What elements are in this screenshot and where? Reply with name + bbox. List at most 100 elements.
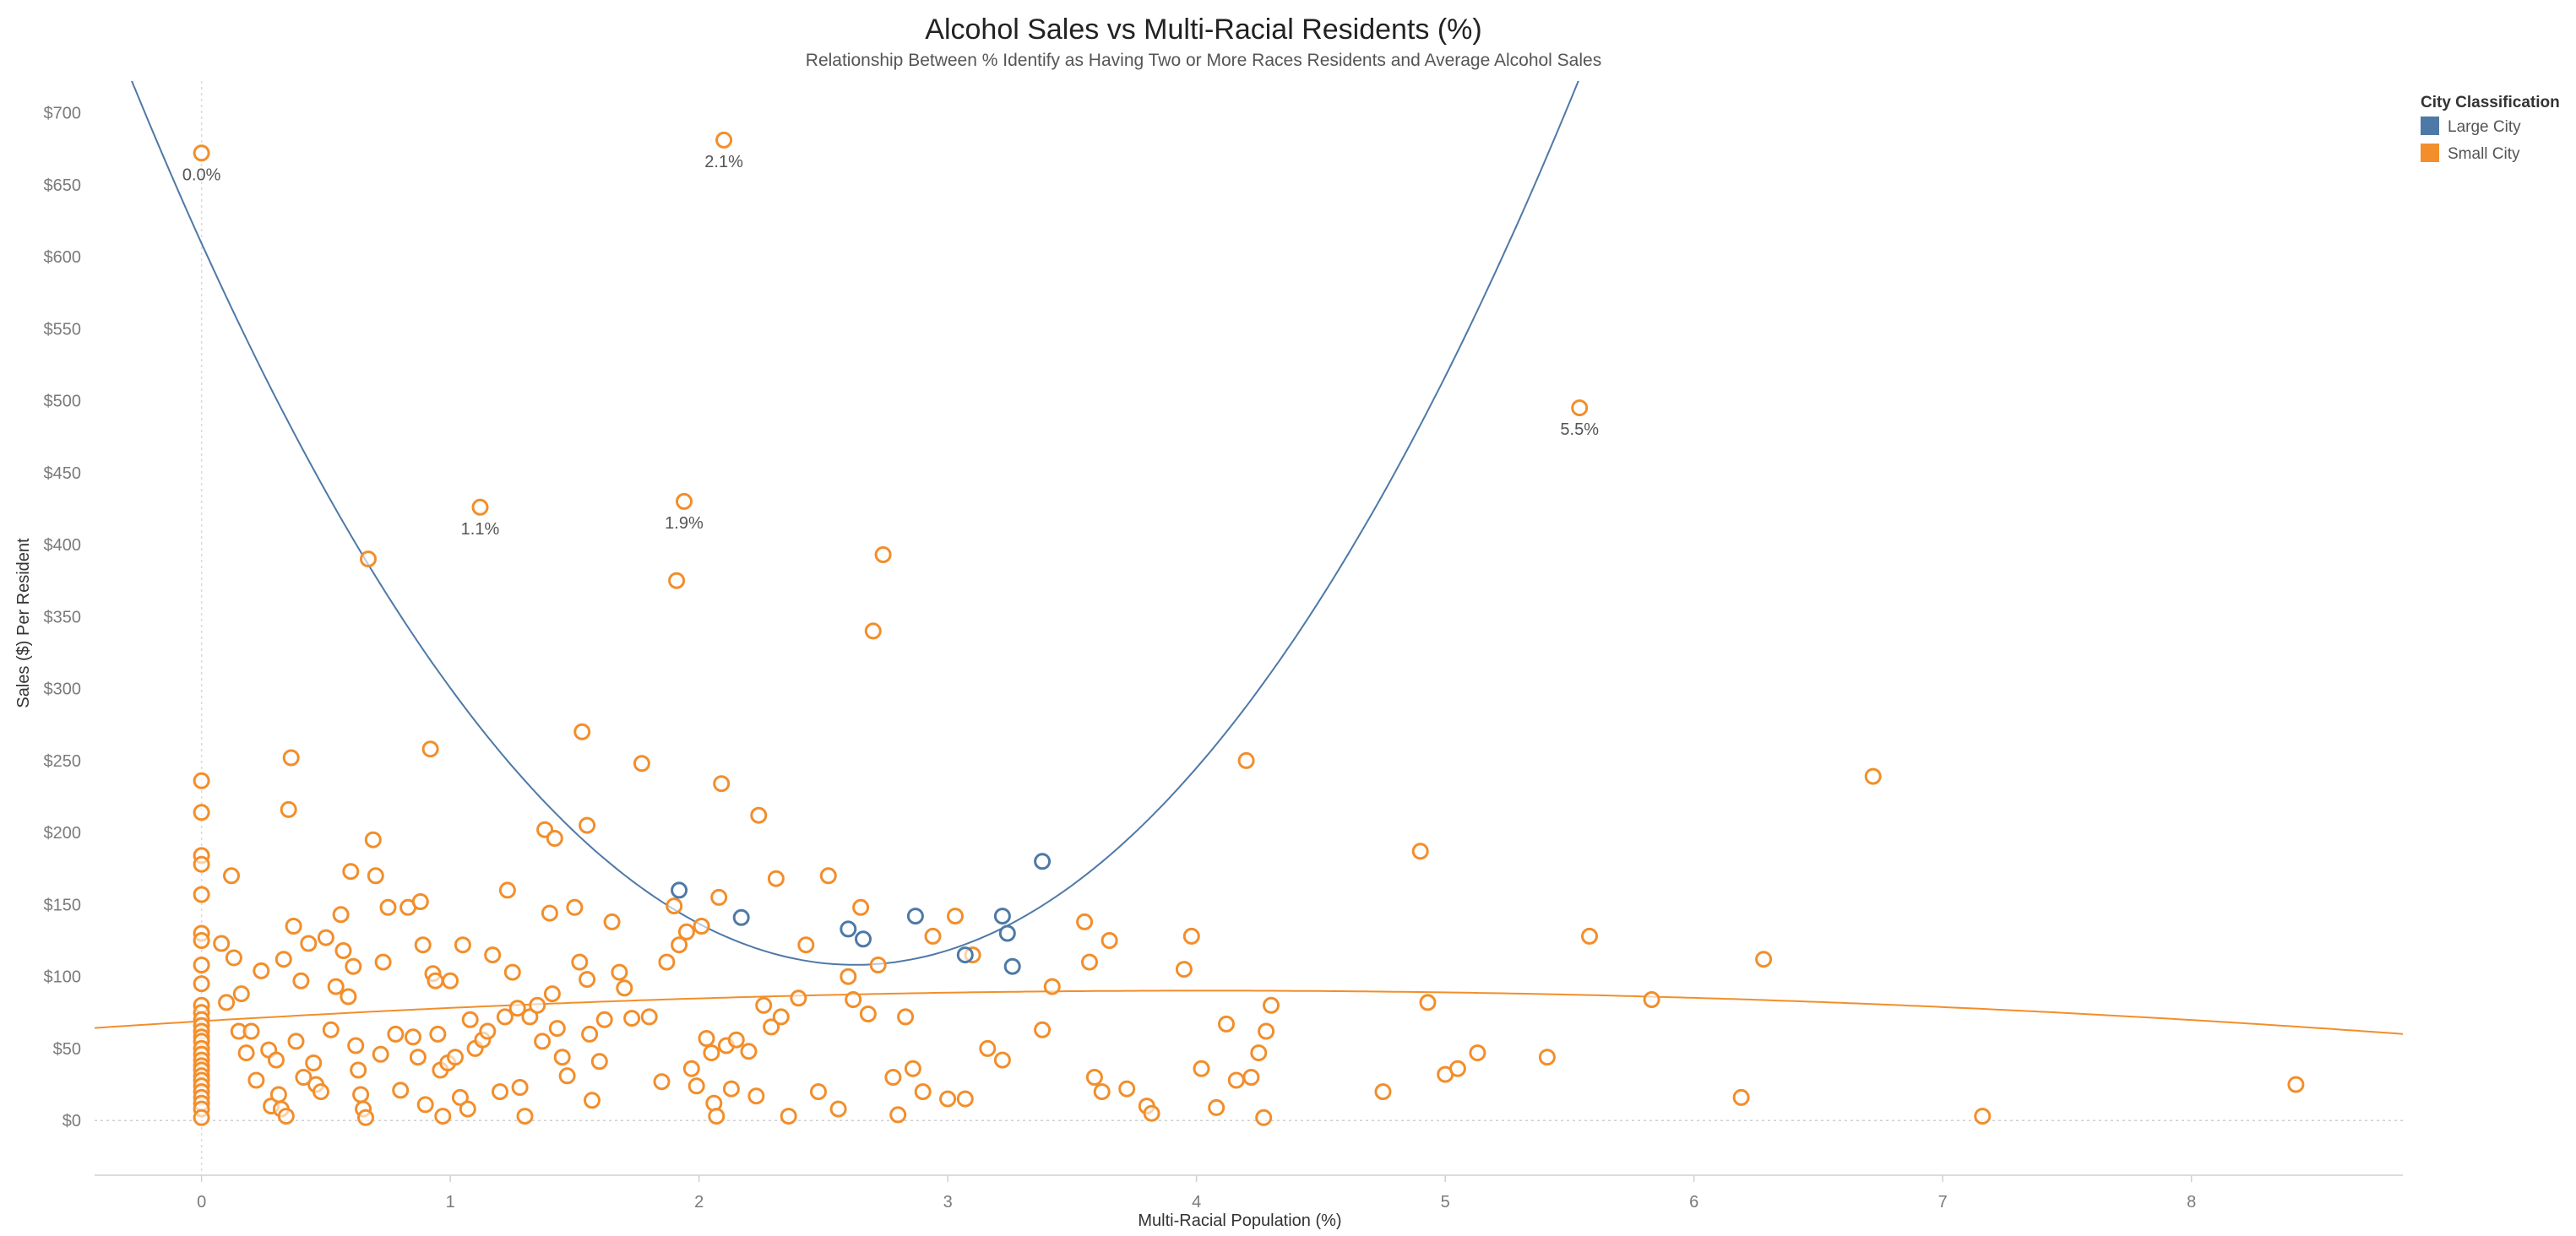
- data-point[interactable]: [852, 898, 870, 916]
- data-point[interactable]: [213, 935, 231, 952]
- data-point[interactable]: [671, 936, 688, 954]
- data-point[interactable]: [1581, 927, 1598, 945]
- data-point[interactable]: [459, 1100, 476, 1118]
- data-point[interactable]: [906, 908, 924, 925]
- data-point[interactable]: [790, 989, 807, 1007]
- data-point[interactable]: [1250, 1044, 1268, 1062]
- data-point[interactable]: [352, 1086, 370, 1103]
- data-point[interactable]: [810, 1083, 827, 1101]
- data-point[interactable]: [253, 962, 270, 979]
- data-point[interactable]: [1003, 957, 1021, 975]
- data-point[interactable]: [414, 936, 432, 954]
- data-point[interactable]: [924, 927, 942, 945]
- data-point[interactable]: [332, 906, 350, 924]
- data-point[interactable]: [345, 957, 362, 975]
- data-point[interactable]: [347, 1037, 365, 1054]
- data-point[interactable]: [1182, 927, 1200, 945]
- data-point[interactable]: [658, 953, 676, 971]
- data-point[interactable]: [285, 918, 302, 935]
- data-point[interactable]: [193, 957, 210, 973]
- data-point[interactable]: [1034, 853, 1052, 870]
- data-point[interactable]: [364, 831, 382, 848]
- data-point[interactable]: [767, 870, 785, 887]
- data-point[interactable]: [334, 942, 352, 959]
- data-point[interactable]: [1411, 843, 1429, 860]
- data-point[interactable]: [1085, 1069, 1103, 1086]
- data-point[interactable]: [668, 572, 686, 589]
- data-point[interactable]: [342, 863, 360, 881]
- data-point[interactable]: [379, 898, 397, 916]
- data-point[interactable]: [1227, 1071, 1245, 1089]
- data-point[interactable]: [558, 1067, 576, 1085]
- data-point[interactable]: [897, 1008, 915, 1026]
- data-point[interactable]: [740, 1043, 758, 1060]
- data-point[interactable]: [676, 492, 693, 510]
- data-point[interactable]: [511, 1079, 529, 1096]
- data-point[interactable]: [979, 1039, 997, 1057]
- data-point[interactable]: [193, 886, 210, 903]
- data-point[interactable]: [516, 1108, 534, 1125]
- data-point[interactable]: [1258, 1022, 1275, 1040]
- data-point[interactable]: [543, 985, 561, 1003]
- data-point[interactable]: [1118, 1080, 1136, 1098]
- data-point[interactable]: [763, 1018, 780, 1036]
- data-point[interactable]: [581, 1025, 599, 1043]
- data-point[interactable]: [193, 855, 210, 873]
- data-point[interactable]: [327, 978, 345, 995]
- data-point[interactable]: [360, 550, 377, 568]
- data-point[interactable]: [1034, 1021, 1052, 1038]
- data-point[interactable]: [546, 830, 563, 847]
- data-point[interactable]: [295, 1069, 312, 1086]
- data-point[interactable]: [541, 904, 558, 922]
- data-point[interactable]: [874, 546, 892, 563]
- data-point[interactable]: [232, 985, 250, 1003]
- data-point[interactable]: [840, 968, 857, 985]
- data-point[interactable]: [1076, 913, 1094, 930]
- data-point[interactable]: [727, 1031, 745, 1049]
- data-point[interactable]: [387, 1025, 405, 1043]
- data-point[interactable]: [1469, 1044, 1486, 1062]
- data-point[interactable]: [603, 913, 621, 930]
- data-point[interactable]: [534, 1033, 552, 1050]
- data-point[interactable]: [611, 963, 628, 981]
- data-point[interactable]: [590, 1053, 608, 1071]
- data-point[interactable]: [411, 893, 429, 910]
- data-point[interactable]: [1242, 1069, 1260, 1086]
- data-point[interactable]: [498, 881, 516, 899]
- data-point[interactable]: [864, 622, 882, 640]
- data-point[interactable]: [623, 1010, 641, 1027]
- data-point[interactable]: [579, 816, 596, 834]
- data-point[interactable]: [392, 1082, 410, 1099]
- data-point[interactable]: [277, 1108, 295, 1125]
- data-point[interactable]: [956, 1090, 974, 1108]
- data-point[interactable]: [237, 1044, 255, 1062]
- data-point[interactable]: [317, 929, 334, 946]
- data-point[interactable]: [780, 1108, 797, 1125]
- data-point[interactable]: [280, 800, 297, 818]
- data-point[interactable]: [845, 991, 862, 1008]
- data-point[interactable]: [193, 1109, 210, 1126]
- data-point[interactable]: [869, 957, 887, 973]
- data-point[interactable]: [693, 918, 710, 935]
- data-point[interactable]: [584, 1092, 601, 1109]
- data-point[interactable]: [1864, 767, 1882, 785]
- data-point[interactable]: [595, 1011, 613, 1028]
- data-point[interactable]: [1419, 994, 1437, 1011]
- data-point[interactable]: [442, 972, 459, 989]
- data-point[interactable]: [2287, 1076, 2305, 1093]
- data-point[interactable]: [1093, 1083, 1111, 1101]
- data-point[interactable]: [193, 932, 210, 949]
- data-point[interactable]: [247, 1071, 265, 1089]
- data-point[interactable]: [708, 1108, 726, 1125]
- data-point[interactable]: [312, 1083, 329, 1101]
- data-point[interactable]: [1263, 996, 1280, 1014]
- data-point[interactable]: [914, 1083, 932, 1101]
- data-point[interactable]: [193, 804, 210, 821]
- data-point[interactable]: [840, 920, 857, 938]
- data-point[interactable]: [492, 1083, 508, 1101]
- data-point[interactable]: [1081, 953, 1098, 971]
- data-point[interactable]: [225, 949, 242, 967]
- data-point[interactable]: [1448, 1060, 1466, 1077]
- data-point[interactable]: [722, 1080, 740, 1098]
- data-point[interactable]: [429, 1025, 447, 1043]
